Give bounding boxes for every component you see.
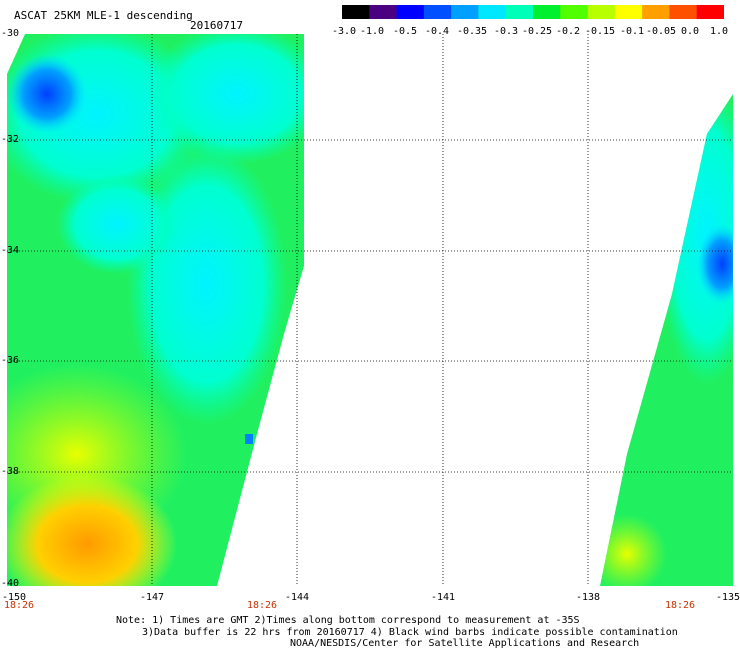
map-grid — [7, 34, 733, 586]
latitude-label: -34 — [1, 245, 20, 256]
latitude-label: -36 — [1, 355, 20, 366]
footer-note-1: Note: 1) Times are GMT 2)Times along bot… — [116, 615, 580, 626]
color-scale-label: -1.0 — [359, 26, 385, 37]
color-scale-segment — [451, 5, 479, 19]
color-scale-segment — [642, 5, 670, 19]
longitude-label: -147 — [139, 592, 165, 603]
longitude-label: -138 — [575, 592, 601, 603]
longitude-label: -150 — [1, 592, 27, 603]
color-scale-label: -0.05 — [645, 26, 677, 37]
color-scale-segment — [342, 5, 370, 19]
color-scale-segment — [478, 5, 507, 19]
latitude-label: -32 — [1, 134, 20, 145]
color-scale-segment — [696, 5, 724, 19]
color-scale-segment — [560, 5, 589, 19]
color-scale-segment — [587, 5, 616, 19]
product-title: ASCAT 25KM MLE-1 descending — [14, 9, 193, 22]
color-scale-bar — [342, 5, 724, 19]
color-scale-label: -0.3 — [493, 26, 519, 37]
color-scale-segment — [533, 5, 561, 19]
longitude-label: -144 — [284, 592, 310, 603]
right-swath — [600, 94, 733, 586]
color-scale-segment — [423, 5, 452, 19]
color-scale-label: -0.4 — [424, 26, 450, 37]
color-scale-label: -0.2 — [555, 26, 581, 37]
latitude-label: -40 — [1, 578, 20, 589]
footer-credit: NOAA/NESDIS/Center for Satellite Applica… — [290, 638, 640, 649]
latitude-label: -30 — [1, 28, 20, 39]
color-scale-label: -0.1 — [619, 26, 645, 37]
color-scale-label: -0.25 — [521, 26, 553, 37]
color-scale-segment — [369, 5, 398, 19]
pass-time: 18:26 — [664, 600, 696, 611]
pass-time: 18:26 — [3, 600, 35, 611]
color-scale-label: -0.35 — [456, 26, 488, 37]
color-scale-segment — [669, 5, 698, 19]
color-scale-label: -0.15 — [584, 26, 616, 37]
color-scale-segment — [614, 5, 643, 19]
left-swath — [7, 34, 304, 586]
longitude-label: -135 — [715, 592, 740, 603]
pass-time: 18:26 — [246, 600, 278, 611]
color-scale-label: 1.0 — [709, 26, 729, 37]
product-date: 20160717 — [190, 19, 243, 32]
color-scale-label: 0.0 — [680, 26, 700, 37]
wind-map — [7, 34, 733, 586]
footer-note-2: 3)Data buffer is 22 hrs from 20160717 4)… — [142, 627, 678, 638]
color-scale-label: -0.5 — [392, 26, 418, 37]
color-scale-segment — [505, 5, 534, 19]
latitude-label: -38 — [1, 466, 20, 477]
color-scale-segment — [396, 5, 425, 19]
color-scale-label: -3.0 — [331, 26, 357, 37]
longitude-label: -141 — [430, 592, 456, 603]
